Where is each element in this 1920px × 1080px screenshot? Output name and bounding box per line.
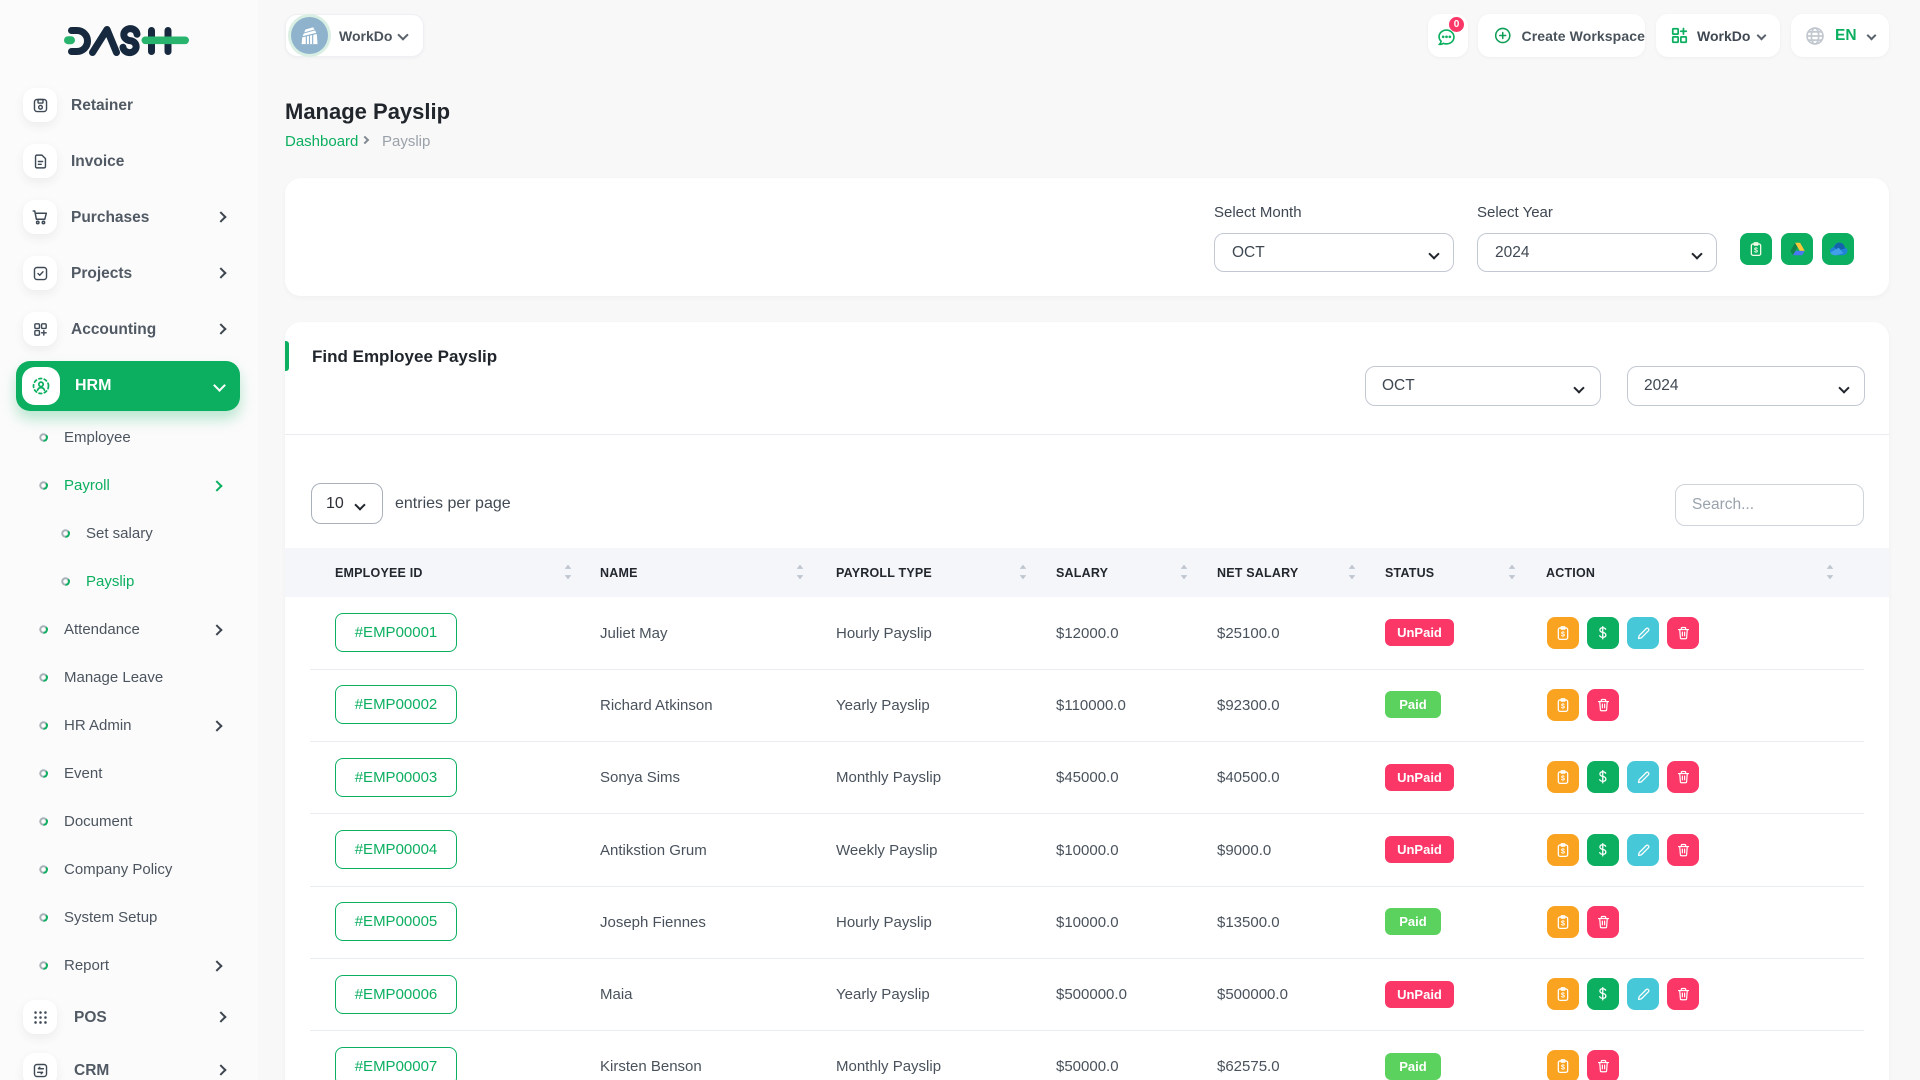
svg-text:$: $ — [1754, 247, 1758, 254]
svg-text:$: $ — [1561, 775, 1565, 782]
svg-text:$: $ — [1561, 848, 1565, 855]
svg-text:$: $ — [1561, 631, 1565, 638]
svg-text:$: $ — [1561, 703, 1565, 710]
svg-text:$: $ — [1561, 992, 1565, 999]
svg-text:$: $ — [1561, 920, 1565, 927]
svg-text:$: $ — [1561, 1064, 1565, 1071]
